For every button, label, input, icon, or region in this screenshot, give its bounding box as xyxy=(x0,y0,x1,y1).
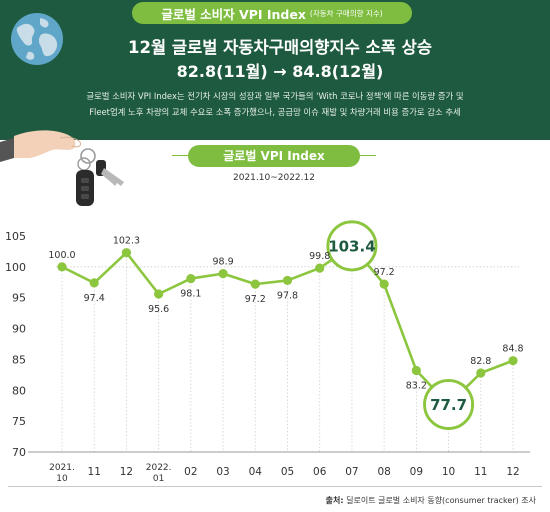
highlight-fill xyxy=(329,223,375,269)
data-label: 97.4 xyxy=(84,293,105,304)
x-tick-label: 05 xyxy=(281,466,294,478)
data-label: 97.2 xyxy=(374,267,395,278)
data-point xyxy=(411,365,421,376)
y-tick-label: 75 xyxy=(12,415,26,428)
data-label: 97.2 xyxy=(245,294,266,305)
x-tick-label: 11 xyxy=(474,466,487,478)
data-point xyxy=(121,248,132,258)
description-line-2: Fleet업계 노후 차량의 교체 수요로 소폭 증가했으나, 공급망 이슈 재… xyxy=(89,107,461,117)
data-label-highlight: 77.7 xyxy=(430,396,467,414)
source-rule xyxy=(8,486,542,487)
x-tick-label: 06 xyxy=(313,466,327,478)
y-tick-label: 95 xyxy=(12,292,26,305)
data-label: 99.8 xyxy=(309,251,330,262)
data-label: 98.9 xyxy=(212,257,233,268)
data-label: 95.6 xyxy=(148,304,169,315)
data-label-highlight: 103.4 xyxy=(328,237,375,255)
x-tick-label: 12 xyxy=(120,466,133,478)
header-banner: 글로벌 소비자 VPI Index (자동차 구매의향 지수) 12월 글로벌 … xyxy=(0,0,550,140)
globe-icon xyxy=(11,13,63,65)
title-badge: 글로벌 소비자 VPI Index (자동차 구매의향 지수) xyxy=(132,2,412,24)
data-label: 82.8 xyxy=(470,356,491,367)
data-point xyxy=(282,275,293,286)
source-note: 출처: 딜로이트 글로벌 소비자 동향(consumer tracker) 조사 xyxy=(150,495,536,506)
y-tick-label: 90 xyxy=(12,323,26,336)
chart-subtitle: 2021.10~2022.12 xyxy=(233,173,315,183)
chart-title: 글로벌 VPI Index xyxy=(223,149,325,163)
data-label: 83.2 xyxy=(406,381,427,392)
badge-subtitle: (자동차 구매의향 지수) xyxy=(309,8,383,18)
data-point xyxy=(218,269,228,279)
chart-title-badge xyxy=(188,145,360,167)
data-label: 98.1 xyxy=(180,289,201,300)
data-point xyxy=(379,279,389,289)
data-label: 97.8 xyxy=(277,290,298,301)
data-label: 84.8 xyxy=(502,344,523,355)
x-tick-label: 02 xyxy=(184,466,197,478)
data-point xyxy=(89,278,99,288)
x-tick-label: 09 xyxy=(410,466,423,478)
source-text: 딜로이트 글로벌 소비자 동향(consumer tracker) 조사 xyxy=(346,496,536,505)
x-tick-label: 2022. 01 xyxy=(146,463,172,484)
source-label: 출처: xyxy=(325,496,344,505)
x-tick-label: 12 xyxy=(506,466,519,478)
y-tick-label: 70 xyxy=(12,446,26,459)
x-tick-label: 08 xyxy=(377,466,390,478)
data-point xyxy=(315,263,325,273)
x-tick-label: 2021. 10 xyxy=(49,463,75,484)
y-tick-label: 80 xyxy=(12,384,26,397)
data-point xyxy=(508,356,518,366)
subheadline: 82.8(11월) → 84.8(12월) xyxy=(176,62,384,81)
data-label: 102.3 xyxy=(113,236,140,247)
y-tick-label: 105 xyxy=(5,230,26,243)
data-point xyxy=(250,279,260,289)
car-key-hand-illustration xyxy=(0,130,124,206)
x-tick-label: 04 xyxy=(249,466,263,478)
data-label: 100.0 xyxy=(48,250,75,261)
highlight-fill xyxy=(426,381,472,427)
data-point xyxy=(186,273,196,284)
data-point xyxy=(57,262,67,272)
x-tick-label: 11 xyxy=(88,466,101,478)
y-tick-label: 85 xyxy=(12,353,26,366)
x-tick-label: 03 xyxy=(216,466,229,478)
data-point xyxy=(476,368,486,378)
description-line-1: 글로벌 소비자 VPI Index는 전기차 시장의 성장과 일부 국가들의 '… xyxy=(86,91,464,101)
x-tick-label: 07 xyxy=(345,466,358,478)
y-tick-label: 100 xyxy=(5,261,26,274)
badge-title: 글로벌 소비자 VPI Index xyxy=(161,6,306,22)
data-point xyxy=(154,289,164,299)
headline: 12월 글로벌 자동차구매의향지수 소폭 상승 xyxy=(128,38,432,57)
x-tick-label: 10 xyxy=(442,466,455,478)
